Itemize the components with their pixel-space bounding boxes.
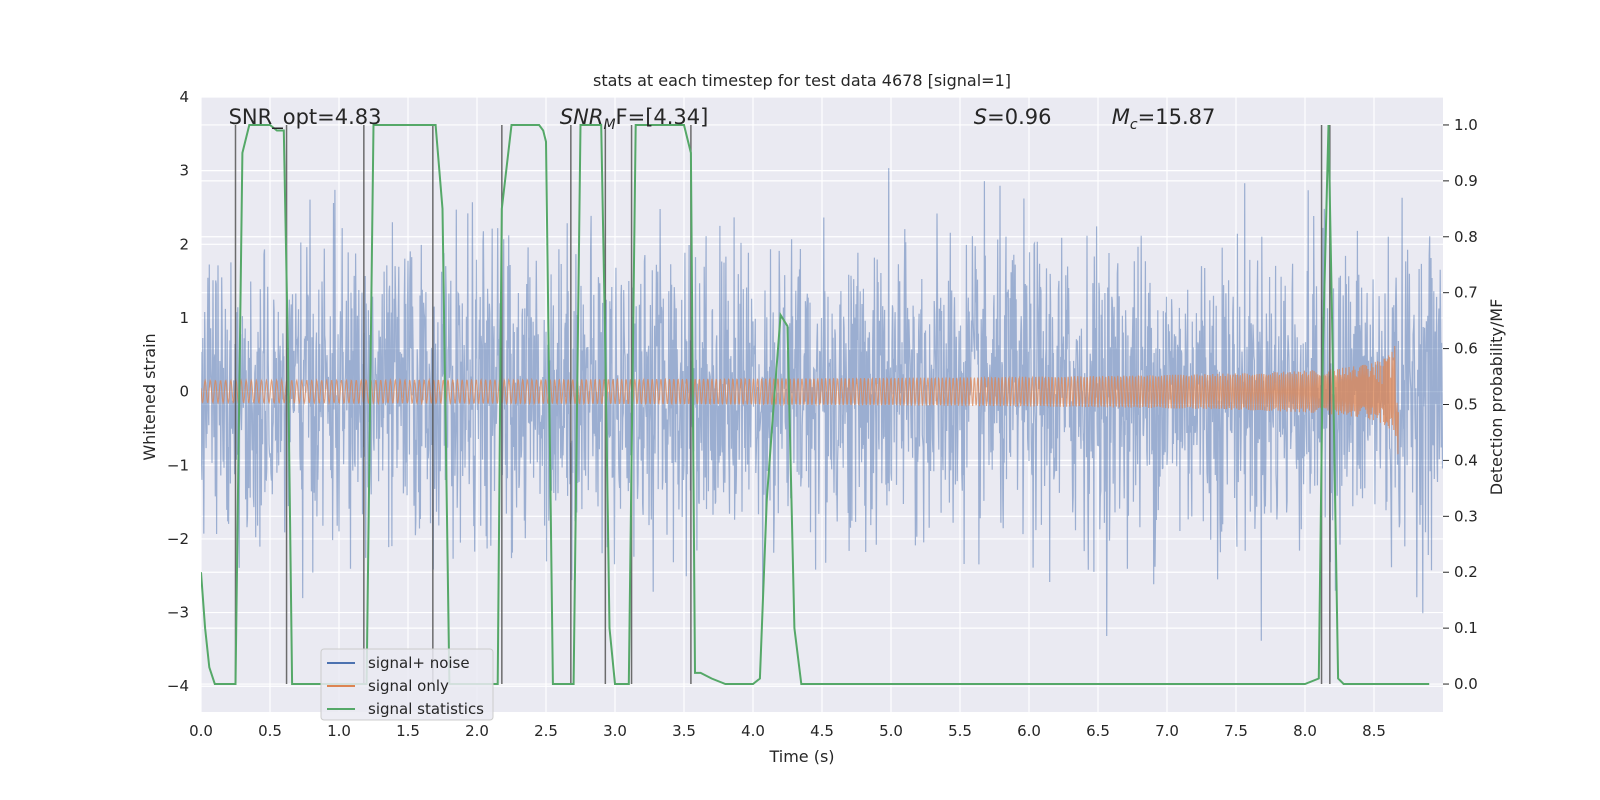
x-tick-label: 2.5 xyxy=(534,722,558,740)
y-tick-label-right: 0.3 xyxy=(1454,507,1478,525)
x-tick-label: 5.0 xyxy=(879,722,903,740)
legend-label-signal-plus-noise: signal+ noise xyxy=(368,654,470,672)
y-tick-label-right: 0.4 xyxy=(1454,451,1478,469)
y-tick-label-right: 1.0 xyxy=(1454,116,1478,134)
x-tick-label: 1.0 xyxy=(327,722,351,740)
x-tick-label: 7.0 xyxy=(1155,722,1179,740)
y-tick-label-left: −2 xyxy=(167,530,189,548)
y-axis-right-label: Detection probability/MF xyxy=(1487,299,1506,496)
y-tick-label-left: 2 xyxy=(179,235,189,253)
x-tick-label: 1.5 xyxy=(396,722,420,740)
statistics-line xyxy=(201,124,1430,685)
y-tick-label-left: −3 xyxy=(167,604,189,622)
y-tick-label-left: 0 xyxy=(179,383,189,401)
y-tick-label-left: 4 xyxy=(179,88,189,106)
y-tick-label-left: 3 xyxy=(179,162,189,180)
y-axis-left-ticks: 4 3 2 1 0 −1 −2 −3 −4 xyxy=(167,88,189,695)
annotations: SNR_opt=4.83 SNRMF=[4.34] S=0.96 Mc=15.87 xyxy=(229,105,1216,133)
legend: signal+ noise signal only signal statist… xyxy=(320,648,494,721)
series-signal-statistics xyxy=(201,124,1430,685)
y-axis-right-ticks: 1.0 0.9 0.8 0.7 0.6 0.5 0.4 0.3 0.2 0.1 0.0 xyxy=(1443,116,1478,693)
y-tick-label-right: 0.0 xyxy=(1454,675,1478,693)
y-tick-label-right: 0.7 xyxy=(1454,284,1478,302)
x-tick-label: 2.0 xyxy=(465,722,489,740)
x-tick-label: 8.5 xyxy=(1362,722,1386,740)
y-tick-label-right: 0.9 xyxy=(1454,172,1478,190)
x-tick-label: 4.5 xyxy=(810,722,834,740)
y-tick-label-left: 1 xyxy=(179,309,189,327)
legend-label-signal-only: signal only xyxy=(368,677,449,695)
x-tick-label: 7.5 xyxy=(1224,722,1248,740)
y-tick-label-right: 0.5 xyxy=(1454,396,1478,414)
y-tick-label-left: −4 xyxy=(167,677,189,695)
series-signal-plus-noise xyxy=(201,168,1443,641)
y-tick-label-right: 0.2 xyxy=(1454,563,1478,581)
legend-box xyxy=(320,648,494,721)
x-axis-label: Time (s) xyxy=(768,747,834,766)
x-tick-label: 8.0 xyxy=(1293,722,1317,740)
x-tick-label: 5.5 xyxy=(948,722,972,740)
annotation-1: SNRMF=[4.34] xyxy=(560,105,709,133)
y-tick-label-left: −1 xyxy=(167,456,189,474)
y-tick-label-right: 0.6 xyxy=(1454,340,1478,358)
x-tick-label: 3.0 xyxy=(603,722,627,740)
y-tick-label-right: 0.1 xyxy=(1454,619,1478,637)
legend-label-signal-statistics: signal statistics xyxy=(368,700,484,718)
x-tick-label: 6.0 xyxy=(1017,722,1041,740)
y-tick-label-right: 0.8 xyxy=(1454,228,1478,246)
annotation-3: Mc=15.87 xyxy=(1112,105,1216,133)
noise-line xyxy=(201,168,1443,641)
x-tick-label: 4.0 xyxy=(741,722,765,740)
x-tick-label: 0.5 xyxy=(258,722,282,740)
series-signal-only xyxy=(201,345,1399,455)
chart-title: stats at each timestep for test data 467… xyxy=(593,71,1011,90)
x-axis-ticks: 0.0 0.5 1.0 1.5 2.0 2.5 3.0 3.5 4.0 4.5 5.0 5.5 6.0 6… xyxy=(189,722,1386,740)
y-axis-left-label: Whitened strain xyxy=(140,333,159,460)
x-tick-label: 0.0 xyxy=(189,722,213,740)
annotation-0: SNR_opt=4.83 xyxy=(229,105,382,130)
chirp-line xyxy=(201,345,1399,455)
x-tick-label: 3.5 xyxy=(672,722,696,740)
x-tick-label: 6.5 xyxy=(1086,722,1110,740)
annotation-2: S=0.96 xyxy=(974,105,1052,129)
